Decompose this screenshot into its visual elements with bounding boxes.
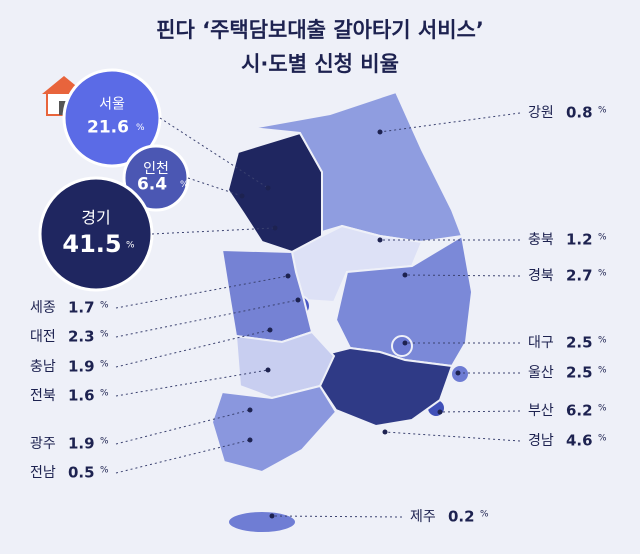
unit: % [598,434,607,444]
leader-line [151,227,276,235]
unit: % [598,106,607,116]
leader-dot [402,340,408,346]
unit: % [598,233,607,243]
leader-dot [377,237,383,243]
region-value: 0.2 [448,508,475,526]
leader-line [115,299,299,338]
leader-dot [285,273,291,279]
region-name: 강원 [528,105,554,121]
unit: % [598,366,607,376]
region-name: 인천 [143,161,169,177]
leader-dot [265,185,271,191]
leader-line [271,515,403,518]
region-name: 대구 [528,335,554,351]
region-name: 경남 [528,433,554,449]
unit: % [126,241,135,251]
region-value: 6.4 [137,174,167,194]
leader-line [115,275,289,309]
leader-line [379,112,521,133]
region-value: 1.7 [68,299,95,317]
leader-dot [377,129,383,135]
unit: % [598,404,607,414]
unit: % [100,389,109,399]
leader-dot [267,327,273,333]
unit: % [100,301,109,311]
region-name: 경기 [81,208,110,227]
leader-dot [269,513,275,519]
leader-line [115,369,269,397]
region-name: 충북 [528,232,554,248]
region-value: 6.2 [566,402,593,420]
region-value: 2.7 [566,267,593,285]
unit: % [180,180,189,190]
leader-dot [265,367,271,373]
region-value: 0.8 [566,104,593,122]
leader-line [404,274,521,277]
region-value: 4.6 [566,432,593,450]
region-value: 2.3 [68,328,95,346]
region-name: 세종 [30,300,56,316]
region-name: 전남 [30,465,56,481]
title-line2: 시·도별 신청 비율 [241,52,399,76]
unit: % [100,330,109,340]
region-value: 41.5 [62,230,121,258]
region-name: 대전 [30,329,56,345]
leader-dot [239,193,245,199]
region-value: 21.6 [87,118,129,138]
leader-dot [247,437,253,443]
region-value: 1.2 [566,231,593,249]
region-name: 충남 [30,359,56,375]
region-value: 2.5 [566,334,593,352]
region-name: 경북 [528,268,554,284]
leader-line [115,439,251,474]
unit: % [136,123,145,133]
unit: % [598,269,607,279]
region-name: 광주 [30,436,56,452]
region-value: 1.6 [68,387,95,405]
leader-line [439,410,521,413]
leader-dot [437,409,443,415]
region [210,384,338,474]
region-value: 0.5 [68,464,95,482]
unit: % [598,336,607,346]
region-value: 2.5 [566,364,593,382]
leader-dot [455,370,461,376]
region-name: 전북 [30,388,56,404]
leader-line [115,409,251,445]
leader-line [115,329,271,368]
region-name: 부산 [528,403,554,419]
leader-dot [247,407,253,413]
leader-dot [382,429,388,435]
region [234,330,336,400]
unit: % [480,510,489,520]
unit: % [100,437,109,447]
leader-dot [295,297,301,303]
leader-dot [402,272,408,278]
region-name: 제주 [410,509,436,525]
region-value: 1.9 [68,358,95,376]
region-name: 울산 [528,365,554,381]
region [227,510,297,534]
leader-dot [272,225,278,231]
unit: % [100,360,109,370]
region-name: 서울 [99,97,125,113]
region-value: 1.9 [68,435,95,453]
title-line1: 핀다 ‘주택담보대출 갈아타기 서비스’ [156,18,484,42]
unit: % [100,466,109,476]
leader-line [159,117,269,189]
region [391,335,413,357]
